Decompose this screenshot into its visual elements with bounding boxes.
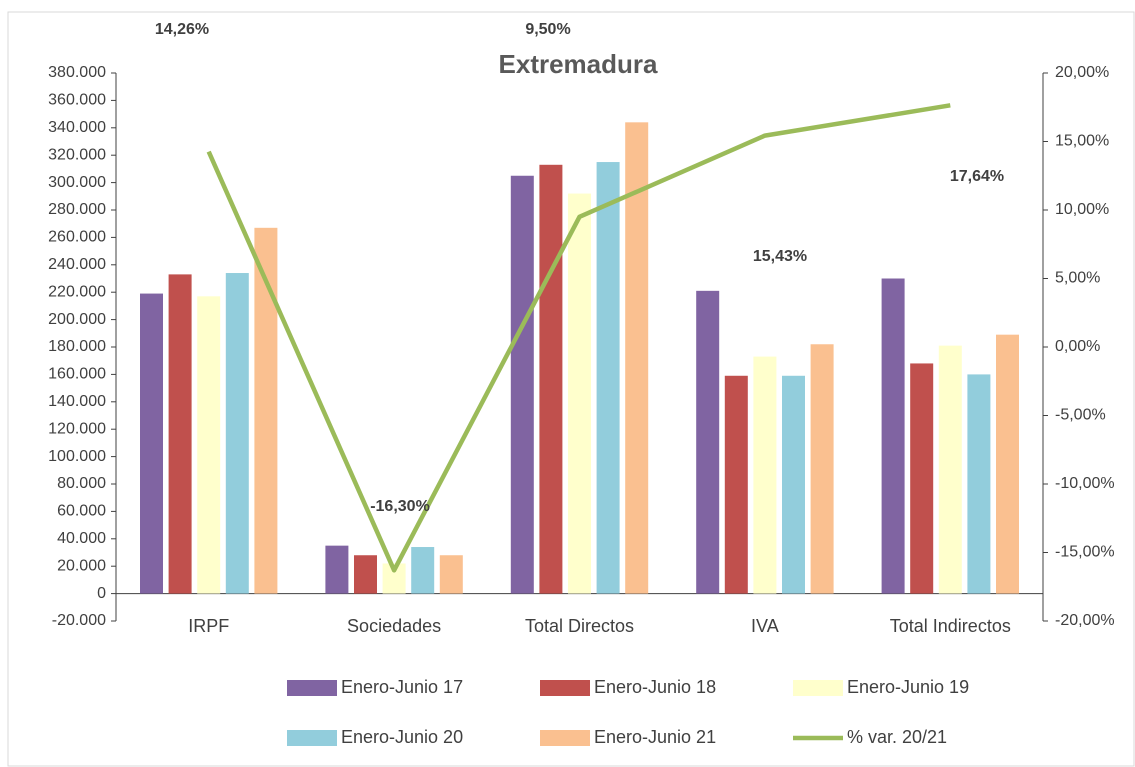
y-tick-label: -20.000 (52, 612, 106, 629)
legend-label: % var. 20/21 (847, 727, 947, 747)
bar (197, 296, 221, 594)
y-tick-label: 180.000 (48, 338, 106, 355)
y-tick-label: 60.000 (57, 503, 106, 520)
x-tick-label: Total Indirectos (890, 616, 1011, 636)
bar (382, 563, 406, 594)
bar (996, 334, 1019, 594)
y-tick-label: 360.000 (48, 92, 106, 109)
legend-label: Enero-Junio 21 (594, 727, 716, 747)
y-tick-label: 320.000 (48, 146, 106, 163)
x-tick-label: IVA (751, 616, 779, 636)
bar (254, 227, 278, 594)
y-tick-label: 40.000 (57, 530, 106, 547)
data-label: 14,26% (155, 21, 209, 38)
y2-tick-label: 10,00% (1055, 201, 1109, 218)
bar (810, 344, 834, 594)
data-label: 15,43% (753, 248, 807, 265)
data-label: 17,64% (950, 168, 1004, 185)
bar (724, 375, 748, 594)
bar (782, 375, 805, 594)
bar (938, 345, 962, 594)
bar (225, 273, 249, 594)
y-tick-label: 160.000 (48, 366, 106, 383)
legend-label: Enero-Junio 18 (594, 677, 716, 697)
bar (625, 122, 649, 594)
bar (696, 290, 720, 594)
y-tick-label: 240.000 (48, 256, 106, 273)
y2-tick-label: -20,00% (1055, 612, 1115, 629)
bar (596, 162, 620, 594)
bar (910, 363, 934, 594)
bar (168, 274, 192, 594)
y-tick-label: 300.000 (48, 174, 106, 191)
y2-tick-label: -5,00% (1055, 407, 1106, 424)
bar (325, 545, 349, 594)
bar (568, 193, 591, 594)
bar (411, 547, 435, 594)
bar (510, 175, 534, 594)
bar (140, 293, 163, 594)
y-tick-label: 140.000 (48, 393, 106, 410)
legend-label: Enero-Junio 19 (847, 677, 969, 697)
bar (881, 278, 905, 594)
y2-tick-label: 20,00% (1055, 64, 1109, 81)
y-tick-label: 280.000 (48, 201, 106, 218)
data-label: 9,50% (525, 21, 570, 38)
legend-swatch (793, 680, 843, 696)
bar (967, 374, 991, 594)
y2-tick-label: -15,00% (1055, 544, 1115, 561)
legend-swatch (287, 680, 337, 696)
legend-swatch (540, 730, 590, 746)
y-tick-label: 80.000 (57, 475, 106, 492)
legend-label: Enero-Junio 20 (341, 727, 463, 747)
y2-tick-label: 15,00% (1055, 133, 1109, 150)
bar (539, 164, 563, 594)
chart-title: Extremadura (499, 49, 658, 79)
x-tick-label: Total Directos (525, 616, 634, 636)
bar (439, 555, 463, 594)
data-label: -16,30% (370, 498, 430, 515)
y-tick-label: 120.000 (48, 420, 106, 437)
y2-tick-label: -10,00% (1055, 475, 1115, 492)
x-tick-label: IRPF (188, 616, 229, 636)
y-tick-label: 0 (97, 585, 106, 602)
bar (354, 555, 377, 594)
y2-tick-label: 0,00% (1055, 338, 1100, 355)
y-tick-label: 100.000 (48, 448, 106, 465)
y2-tick-label: 5,00% (1055, 270, 1100, 287)
y-tick-label: 260.000 (48, 229, 106, 246)
legend-swatch (287, 730, 337, 746)
line (206, 103, 951, 573)
x-tick-label: Sociedades (347, 616, 441, 636)
y-tick-label: 20.000 (57, 557, 106, 574)
legend-swatch (540, 680, 590, 696)
bar (753, 356, 777, 594)
legend-label: Enero-Junio 17 (341, 677, 463, 697)
y-tick-label: 380.000 (48, 64, 106, 81)
y-tick-label: 200.000 (48, 311, 106, 328)
y-tick-label: 220.000 (48, 283, 106, 300)
y-tick-label: 340.000 (48, 119, 106, 136)
